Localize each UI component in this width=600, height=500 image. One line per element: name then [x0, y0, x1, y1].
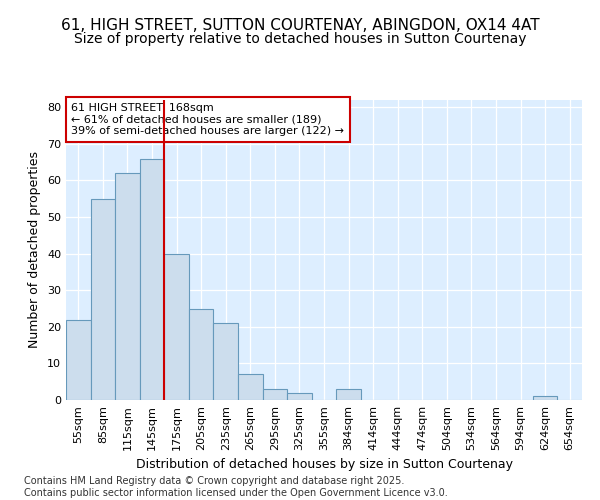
Text: 61 HIGH STREET: 168sqm
← 61% of detached houses are smaller (189)
39% of semi-de: 61 HIGH STREET: 168sqm ← 61% of detached… [71, 103, 344, 136]
Bar [336, 389, 361, 400]
Bar [189, 308, 214, 400]
Bar [287, 392, 312, 400]
Text: Size of property relative to detached houses in Sutton Courtenay: Size of property relative to detached ho… [74, 32, 526, 46]
Text: Contains HM Land Registry data © Crown copyright and database right 2025.
Contai: Contains HM Land Registry data © Crown c… [24, 476, 448, 498]
X-axis label: Distribution of detached houses by size in Sutton Courtenay: Distribution of detached houses by size … [136, 458, 512, 471]
Bar [263, 389, 287, 400]
Bar [164, 254, 189, 400]
Bar [66, 320, 91, 400]
Text: 61, HIGH STREET, SUTTON COURTENAY, ABINGDON, OX14 4AT: 61, HIGH STREET, SUTTON COURTENAY, ABING… [61, 18, 539, 32]
Bar [533, 396, 557, 400]
Bar [238, 374, 263, 400]
Y-axis label: Number of detached properties: Number of detached properties [28, 152, 41, 348]
Bar [91, 199, 115, 400]
Bar [115, 173, 140, 400]
Bar [140, 158, 164, 400]
Bar [214, 323, 238, 400]
